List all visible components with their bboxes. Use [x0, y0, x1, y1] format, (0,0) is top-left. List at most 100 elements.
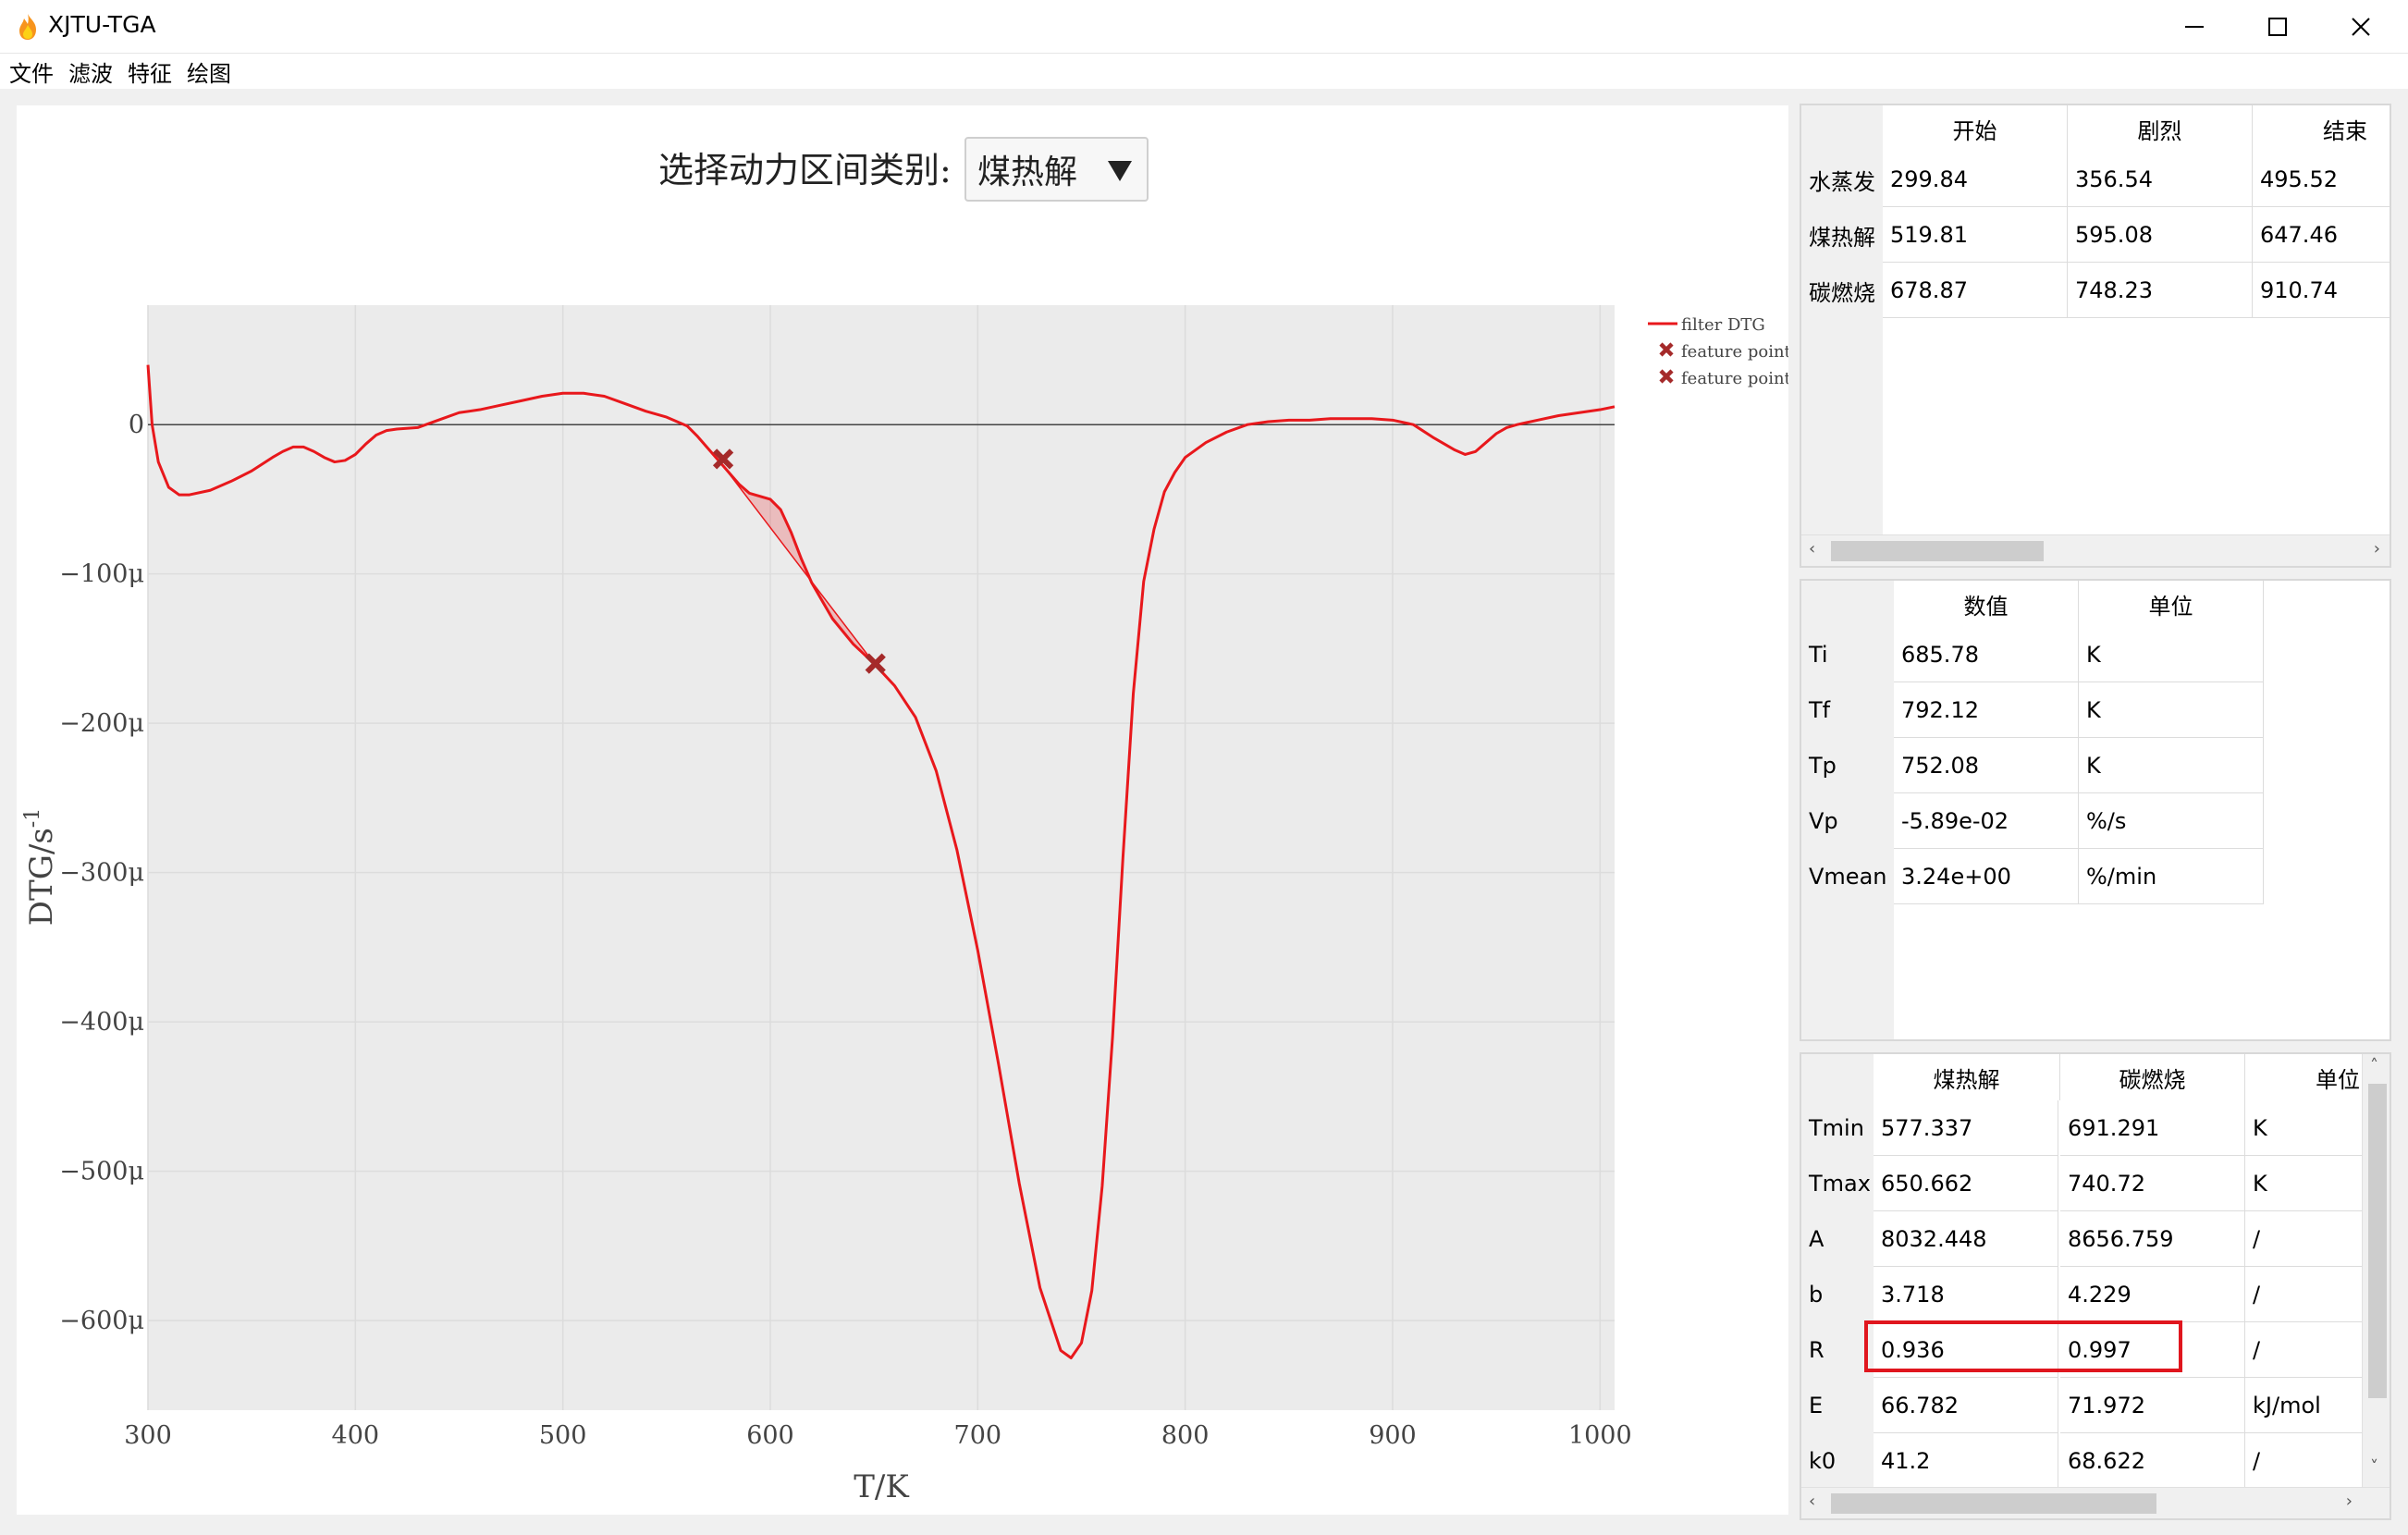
scrollbar-thumb[interactable] — [2368, 1084, 2387, 1398]
menu-feature[interactable]: 特征 — [128, 60, 172, 87]
dropdown-arrow-icon — [1108, 161, 1132, 181]
row-header[interactable]: Tf — [1809, 697, 1831, 723]
table-cell[interactable]: 3.718 — [1874, 1267, 2058, 1322]
svg-text:feature point: feature point — [1681, 369, 1788, 388]
table-cell[interactable]: K — [2079, 682, 2264, 738]
scrollbar-thumb[interactable] — [1831, 541, 2044, 561]
table-cell[interactable]: 0.997 — [2060, 1322, 2245, 1378]
row-header[interactable]: Tp — [1809, 753, 1837, 779]
row-header[interactable]: b — [1809, 1282, 1824, 1308]
row-header[interactable]: Vp — [1809, 808, 1838, 834]
menu-filter[interactable]: 滤波 — [68, 60, 113, 87]
table-cell[interactable]: 792.12 — [1894, 682, 2079, 738]
column-header[interactable]: 结束 — [2253, 105, 2390, 152]
scrollbar-thumb[interactable] — [1831, 1493, 2156, 1514]
table-cell[interactable]: %/s — [2079, 793, 2264, 849]
table-cell[interactable]: 356.54 — [2068, 152, 2253, 207]
table-cell[interactable]: 495.52 — [2253, 152, 2390, 207]
menu-bar: 文件 滤波 特征 绘图 — [0, 54, 2408, 89]
table-cell[interactable]: 66.782 — [1874, 1378, 2058, 1433]
table-cell[interactable]: / — [2245, 1322, 2390, 1378]
row-header[interactable]: 水蒸发 — [1809, 168, 1875, 195]
table-cell[interactable]: / — [2245, 1211, 2390, 1267]
horizontal-scrollbar[interactable]: ‹ › — [1801, 534, 2390, 566]
scroll-left-icon[interactable]: ‹ — [1809, 1492, 1816, 1511]
column-header[interactable]: 单位 — [2245, 1054, 2390, 1100]
row-header[interactable]: E — [1809, 1393, 1824, 1418]
horizontal-scrollbar[interactable]: ‹ › — [1801, 1487, 2390, 1518]
table-cell[interactable]: K — [2245, 1156, 2390, 1211]
x-tick-label: 1000 — [1568, 1421, 1632, 1450]
menu-plot[interactable]: 绘图 — [187, 60, 231, 87]
table-cell[interactable]: %/min — [2079, 849, 2264, 904]
y-tick-label: 0 — [129, 411, 144, 439]
menu-file[interactable]: 文件 — [9, 60, 54, 87]
close-button[interactable] — [2321, 0, 2401, 54]
minimize-button[interactable] — [2155, 0, 2234, 54]
table-cell[interactable]: kJ/mol — [2245, 1378, 2390, 1433]
table-cell[interactable]: K — [2079, 738, 2264, 793]
dtg-chart[interactable]: 300 400 500 600 700 800 900 1000 0 −100μ −200μ −30… — [0, 0, 1788, 1515]
column-header-row: 数值 单位 — [1801, 581, 2390, 627]
row-header[interactable]: 煤热解 — [1809, 224, 1875, 251]
table-cell[interactable]: 519.81 — [1883, 207, 2068, 263]
column-header[interactable]: 数值 — [1894, 581, 2079, 627]
scroll-left-icon[interactable]: ‹ — [1809, 539, 1816, 559]
table-cell[interactable]: 595.08 — [2068, 207, 2253, 263]
row-header[interactable]: Tmax — [1809, 1171, 1871, 1197]
table-cell[interactable]: 41.2 — [1874, 1433, 2058, 1489]
table-cell[interactable]: 68.622 — [2060, 1433, 2245, 1489]
table-cell[interactable]: 4.229 — [2060, 1267, 2245, 1322]
table-cell[interactable]: 910.74 — [2253, 263, 2390, 318]
table-cell[interactable]: / — [2245, 1267, 2390, 1322]
table-cell[interactable]: 740.72 — [2060, 1156, 2245, 1211]
row-header[interactable]: R — [1809, 1337, 1824, 1363]
column-header[interactable]: 煤热解 — [1874, 1054, 2060, 1100]
table-cell[interactable]: 8656.759 — [2060, 1211, 2245, 1267]
flame-icon — [19, 14, 36, 40]
table-cell[interactable]: 691.291 — [2060, 1100, 2245, 1156]
feature-point-marker — [712, 448, 734, 470]
scroll-up-icon[interactable]: ˄ — [2370, 1056, 2378, 1075]
table-cell[interactable]: -5.89e-02 — [1894, 793, 2079, 849]
row-header-column — [1801, 1054, 1874, 1518]
window-title: XJTU-TGA — [48, 11, 156, 38]
column-header[interactable]: 剧烈 — [2068, 105, 2253, 152]
interval-table[interactable]: 开始 剧烈 结束 水蒸发 299.84 356.54 495.52 煤热解 519.81 5… — [1800, 104, 2391, 568]
row-header[interactable]: Tmin — [1809, 1115, 1864, 1141]
scroll-right-icon[interactable]: › — [2345, 1492, 2353, 1511]
table-cell[interactable]: 752.08 — [1894, 738, 2079, 793]
scroll-right-icon[interactable]: › — [2373, 539, 2380, 559]
interval-selector[interactable]: 煤热解 — [964, 137, 1149, 202]
scroll-down-icon[interactable]: ˅ — [2370, 1457, 2378, 1477]
characteristics-table[interactable]: 数值 单位 Ti 685.78 K Tf 792.12 K Tp 752.08 K Vp -5.89… — [1800, 579, 2391, 1041]
table-cell[interactable]: 685.78 — [1894, 627, 2079, 682]
legend-item: feature point — [1659, 369, 1788, 388]
column-header[interactable]: 碳燃烧 — [2060, 1054, 2245, 1100]
table-cell[interactable]: 3.24e+00 — [1894, 849, 2079, 904]
y-tick-label: −600μ — [59, 1307, 144, 1335]
y-tick-label: −300μ — [59, 859, 144, 888]
table-cell[interactable]: K — [2245, 1100, 2390, 1156]
row-header[interactable]: A — [1809, 1226, 1824, 1252]
maximize-button[interactable] — [2238, 0, 2317, 54]
table-cell[interactable]: 577.337 — [1874, 1100, 2058, 1156]
table-cell[interactable]: 71.972 — [2060, 1378, 2245, 1433]
table-cell[interactable]: 8032.448 — [1874, 1211, 2058, 1267]
table-cell[interactable]: 0.936 — [1874, 1322, 2058, 1378]
table-cell[interactable]: 299.84 — [1883, 152, 2068, 207]
row-header[interactable]: Vmean — [1809, 864, 1887, 890]
row-header[interactable]: 碳燃烧 — [1809, 279, 1875, 306]
kinetics-table[interactable]: 煤热解 碳燃烧 单位 Tmin 577.337 691.291 K Tmax 650.66… — [1800, 1052, 2391, 1520]
table-cell[interactable]: 678.87 — [1883, 263, 2068, 318]
table-cell[interactable]: 748.23 — [2068, 263, 2253, 318]
table-cell[interactable]: 650.662 — [1874, 1156, 2058, 1211]
row-header[interactable]: Ti — [1809, 642, 1828, 668]
row-header[interactable]: k0 — [1809, 1448, 1837, 1474]
column-header[interactable]: 开始 — [1883, 105, 2068, 152]
row-header-column — [1801, 105, 1883, 566]
table-cell[interactable]: K — [2079, 627, 2264, 682]
column-header[interactable]: 单位 — [2079, 581, 2264, 627]
table-cell[interactable]: 647.46 — [2253, 207, 2390, 263]
vertical-scrollbar[interactable]: ˄ ˅ — [2362, 1054, 2390, 1487]
